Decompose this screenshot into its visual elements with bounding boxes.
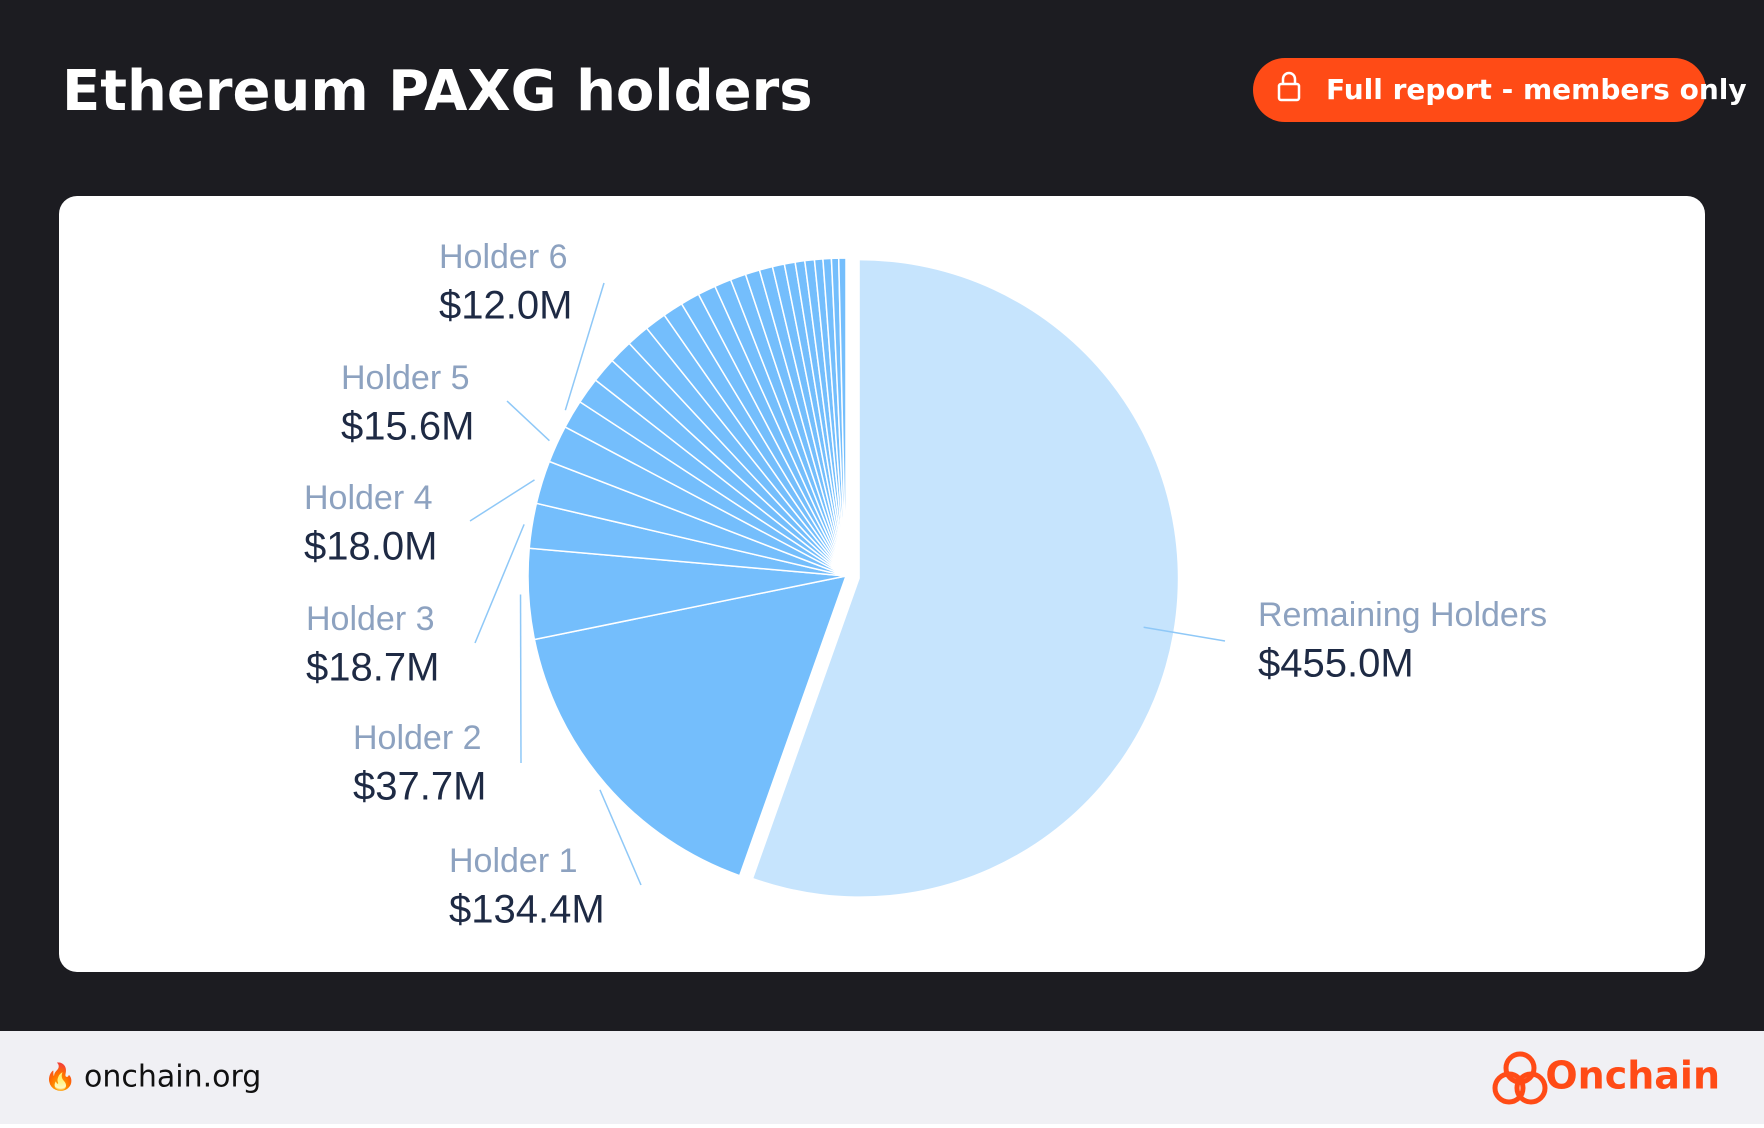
value-label: $134.4M — [449, 888, 605, 932]
slice-label: Holder 5 — [341, 359, 470, 397]
footer-brand: Onchain — [1545, 1054, 1720, 1098]
slice-label: Holder 2 — [353, 719, 482, 757]
value-label: $15.6M — [341, 405, 474, 449]
page-title: Ethereum PAXG holders — [62, 59, 813, 124]
fire-icon: 🔥 — [44, 1062, 76, 1093]
slice-label: Holder 1 — [449, 842, 578, 880]
button-label[interactable]: Full report - members only — [1326, 73, 1747, 106]
value-label: $12.0M — [439, 284, 572, 328]
slice-label: Remaining Holders — [1258, 596, 1547, 634]
footer-site: onchain.org — [84, 1060, 261, 1095]
value-label: $18.7M — [306, 646, 439, 690]
value-label: $37.7M — [353, 765, 486, 809]
value-label: $18.0M — [304, 525, 437, 569]
slice-label: Holder 6 — [439, 238, 568, 276]
slice-label: Holder 3 — [306, 600, 435, 638]
value-label: $455.0M — [1258, 642, 1414, 686]
slice-label: Holder 4 — [304, 479, 433, 517]
